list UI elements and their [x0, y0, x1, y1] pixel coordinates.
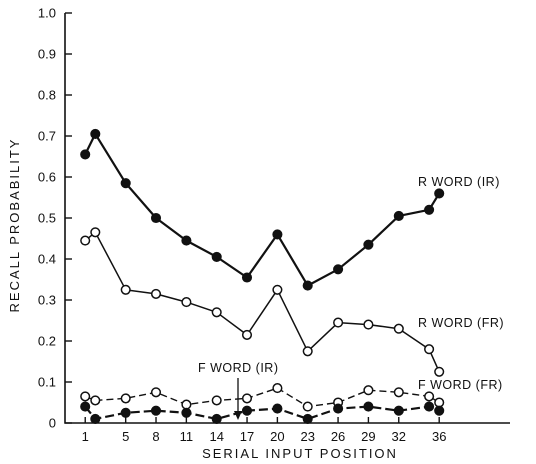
data-point-r-word-ir: [424, 204, 435, 215]
data-point-r-word-ir: [333, 264, 344, 275]
series-points: [80, 128, 445, 424]
data-point-f-word-fr: [424, 391, 435, 402]
x-tick-label: 11: [180, 429, 194, 444]
data-point-r-word-fr: [211, 307, 222, 318]
series-label-r-word-ir: R WORD (IR): [418, 175, 500, 189]
data-point-f-word-ir: [120, 407, 131, 418]
data-point-r-word-fr: [424, 344, 435, 355]
data-point-f-word-fr: [434, 397, 445, 408]
data-point-f-word-ir: [241, 405, 253, 416]
x-tick-label: 32: [392, 429, 406, 444]
data-point-f-word-ir: [424, 401, 435, 412]
series-line-r-word-fr: [84, 231, 440, 373]
series-line-r-word-ir: [84, 132, 441, 287]
data-point-r-word-fr: [181, 297, 192, 308]
data-point-f-word-fr: [120, 393, 131, 404]
data-point-r-word-ir: [363, 239, 374, 250]
data-point-r-word-fr: [90, 227, 101, 238]
y-tick-label: 0.8: [38, 88, 56, 103]
data-point-f-word-fr: [181, 399, 192, 410]
series-label-f-word-fr: F WORD (FR): [418, 378, 503, 392]
data-point-f-word-ir: [363, 401, 374, 412]
labels: SERIAL INPUT POSITION RECALL PROBABILITY…: [7, 138, 504, 461]
data-point-r-word-fr: [393, 323, 404, 334]
y-tick-label: 0.6: [38, 170, 56, 185]
data-point-r-word-fr: [434, 366, 445, 377]
x-tick-label: 5: [122, 429, 129, 444]
data-point-r-word-fr: [302, 346, 313, 357]
data-point-r-word-fr: [120, 284, 131, 295]
x-tick-label: 8: [152, 429, 159, 444]
data-point-f-word-ir: [393, 405, 404, 416]
data-point-f-word-fr: [80, 391, 91, 402]
data-point-f-word-fr: [241, 393, 253, 404]
y-tick-label: 0.2: [38, 334, 56, 349]
series-line-f-word-fr: [84, 387, 440, 408]
data-point-f-word-ir: [333, 403, 344, 414]
series-lines: [84, 132, 441, 421]
x-tick-label: 29: [361, 429, 375, 444]
data-point-f-word-fr: [211, 395, 222, 406]
series-label-r-word-fr: R WORD (FR): [418, 316, 504, 330]
x-tick-label: 20: [270, 429, 284, 444]
y-tick-label: 0.5: [38, 211, 56, 226]
data-point-r-word-ir: [211, 251, 222, 262]
data-point-r-word-fr: [80, 235, 91, 246]
data-point-r-word-ir: [120, 178, 131, 189]
y-axis-title: RECALL PROBABILITY: [7, 138, 22, 313]
x-axis-title: SERIAL INPUT POSITION: [202, 446, 398, 461]
x-tick-label: 26: [331, 429, 345, 444]
data-point-f-word-fr: [393, 387, 404, 398]
x-tick-label: 17: [240, 429, 254, 444]
y-tick-label: 0.4: [38, 252, 56, 267]
x-tick-label: 36: [432, 429, 446, 444]
y-tick-label: 0: [49, 416, 56, 431]
data-point-r-word-ir: [272, 229, 283, 240]
series-line-f-word-ir: [84, 405, 440, 421]
data-point-r-word-ir: [434, 188, 445, 199]
data-point-f-word-ir: [434, 405, 445, 416]
data-point-r-word-fr: [272, 284, 283, 295]
data-point-r-word-ir: [241, 272, 253, 283]
y-tick-label: 1.0: [38, 6, 56, 21]
data-point-f-word-ir: [211, 413, 222, 424]
data-point-r-word-ir: [393, 210, 404, 221]
data-point-r-word-ir: [181, 235, 192, 246]
data-point-f-word-fr: [90, 395, 101, 406]
series-label-f-word-ir: F WORD (IR): [198, 361, 278, 375]
x-tick-label: 14: [209, 429, 223, 444]
data-point-f-word-fr: [363, 385, 374, 396]
axes: 0 0.1 0.2 0.3 0.4 0.5 0.6 0.7 0.8 0.9 1.0 1 5 8 11 14 17…: [38, 6, 510, 444]
data-point-r-word-ir: [150, 212, 162, 224]
data-point-f-word-fr: [302, 401, 313, 412]
data-point-r-word-fr: [363, 319, 374, 330]
x-tick-label: 23: [300, 429, 314, 444]
data-point-f-word-ir: [150, 405, 162, 416]
data-point-f-word-fr: [150, 387, 162, 398]
y-tick-label: 0.9: [38, 47, 56, 62]
x-tick-label: 1: [82, 429, 89, 444]
y-tick-label: 0.1: [38, 375, 56, 390]
data-point-r-word-ir: [302, 280, 313, 291]
data-point-f-word-ir: [302, 413, 313, 424]
data-point-r-word-fr: [333, 317, 344, 328]
y-tick-label: 0.7: [38, 129, 56, 144]
f-word-ir-pointer-head: [234, 411, 242, 420]
data-point-f-word-ir: [272, 403, 283, 414]
data-point-f-word-fr: [272, 383, 283, 394]
data-point-r-word-fr: [241, 329, 253, 340]
data-point-f-word-ir: [90, 413, 101, 424]
data-point-r-word-ir: [90, 128, 101, 139]
data-point-f-word-ir: [80, 401, 91, 412]
axis-frame: [64, 13, 510, 424]
y-tick-label: 0.3: [38, 293, 56, 308]
data-point-r-word-fr: [150, 288, 162, 299]
data-point-f-word-ir: [181, 407, 192, 418]
data-point-r-word-ir: [80, 149, 91, 160]
